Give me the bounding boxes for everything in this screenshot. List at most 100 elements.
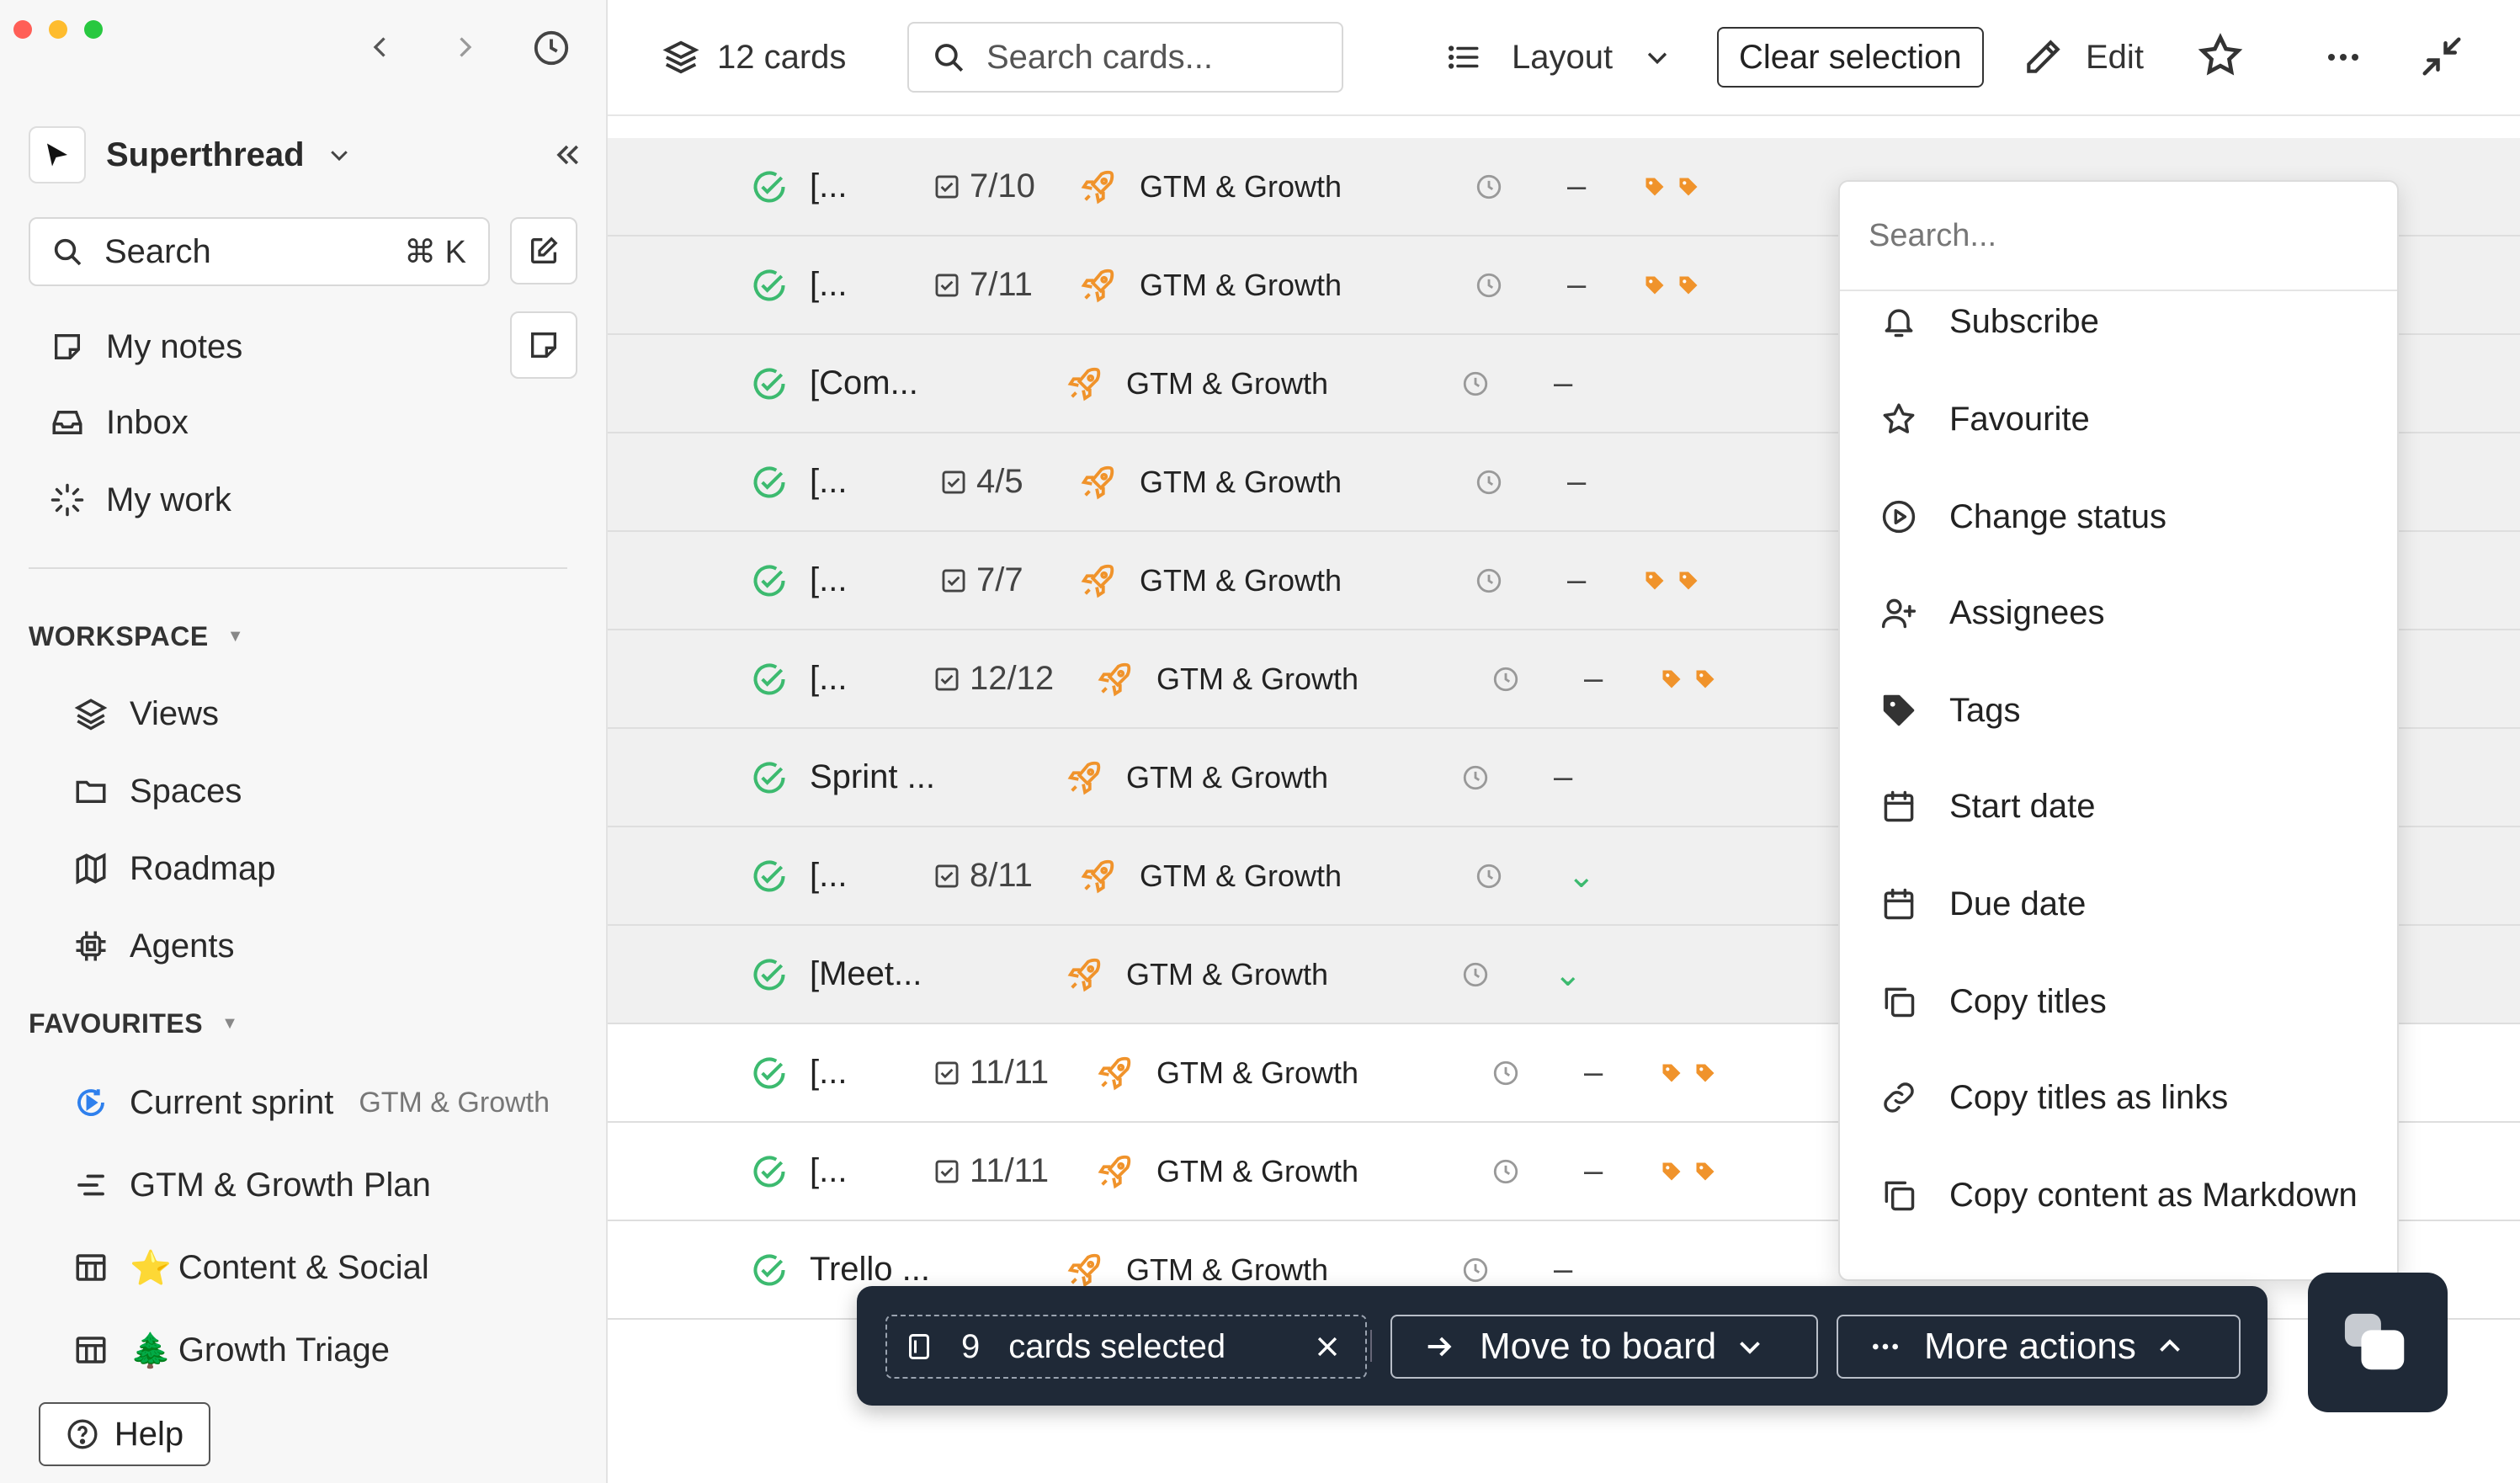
board-cell[interactable]: GTM & Growth <box>1079 138 1342 235</box>
board-cell[interactable]: GTM & Growth <box>1079 433 1342 530</box>
board-cell[interactable]: GTM & Growth <box>1066 926 1328 1023</box>
due-date-cell[interactable]: – <box>1584 660 1603 697</box>
favourite-gtm-growth-plan[interactable]: GTM & Growth Plan <box>71 1161 431 1209</box>
menu-search-input[interactable]: Search... <box>1840 182 2397 291</box>
due-date-cell[interactable]: ⌄ <box>1567 857 1596 895</box>
board-cell[interactable]: GTM & Growth <box>1066 729 1328 826</box>
favourite-content-social[interactable]: ⭐ Content & Social <box>71 1244 429 1291</box>
clock-icon[interactable] <box>1461 335 1490 432</box>
menu-item-start-date[interactable]: Start date <box>1879 783 2095 830</box>
sidebar-item-roadmap[interactable]: Roadmap <box>71 845 275 892</box>
status-done-icon[interactable] <box>751 1123 788 1220</box>
move-to-board-button[interactable]: Move to board <box>1390 1315 1818 1379</box>
clock-icon[interactable] <box>1475 237 1503 333</box>
status-done-icon[interactable] <box>751 926 788 1023</box>
clock-icon[interactable] <box>1461 1221 1490 1318</box>
status-done-icon[interactable] <box>751 729 788 826</box>
menu-item-change-status[interactable]: Change status <box>1879 493 2166 540</box>
board-cell[interactable]: GTM & Growth <box>1096 630 1358 727</box>
board-cell[interactable]: GTM & Growth <box>1079 827 1342 924</box>
more-actions-button[interactable]: More actions <box>1837 1315 2241 1379</box>
tags-cell[interactable] <box>1660 1024 1727 1121</box>
status-done-icon[interactable] <box>751 827 788 924</box>
card-title[interactable]: Sprint ... <box>810 758 935 795</box>
new-note-button[interactable] <box>510 217 577 284</box>
due-date-cell[interactable]: – <box>1554 1251 1573 1288</box>
sidebar-search[interactable]: Search ⌘ K <box>29 217 490 286</box>
due-date-cell[interactable]: – <box>1554 758 1573 795</box>
tags-cell[interactable] <box>1643 532 1710 629</box>
table-row[interactable]: [... 11/11 GTM & Growth – <box>608 1024 2520 1123</box>
collapse-view-icon[interactable] <box>2419 34 2464 79</box>
card-title[interactable]: [... <box>810 266 848 303</box>
sidebar-item-agents[interactable]: Agents <box>71 922 235 970</box>
tags-cell[interactable] <box>1643 237 1710 333</box>
clock-icon[interactable] <box>1475 827 1503 924</box>
tags-cell[interactable] <box>1660 630 1727 727</box>
card-title[interactable]: [... <box>810 167 848 205</box>
clock-icon[interactable] <box>1491 1024 1520 1121</box>
chat-support-button[interactable] <box>2308 1273 2448 1412</box>
menu-item-copy-content-as-markdown[interactable]: Copy content as Markdown <box>1879 1172 2358 1219</box>
card-title[interactable]: [Com... <box>810 364 918 401</box>
menu-item-assignees[interactable]: Assignees <box>1879 589 2105 636</box>
workspace-switcher[interactable]: Superthread <box>29 126 352 183</box>
card-title[interactable]: [... <box>810 1152 848 1189</box>
board-cell[interactable]: GTM & Growth <box>1096 1024 1358 1121</box>
card-title[interactable]: [... <box>810 857 848 894</box>
menu-item-copy-titles[interactable]: Copy titles <box>1879 978 2107 1025</box>
due-date-cell[interactable]: – <box>1567 167 1587 205</box>
tags-cell[interactable] <box>1643 138 1710 235</box>
card-title[interactable]: Trello ... <box>810 1251 930 1288</box>
due-date-cell[interactable]: – <box>1584 1152 1603 1189</box>
board-cell[interactable]: GTM & Growth <box>1079 532 1342 629</box>
favourite-current-sprint[interactable]: Current sprint GTM & Growth <box>71 1079 550 1126</box>
clock-icon[interactable] <box>1491 1123 1520 1220</box>
collapse-sidebar-icon[interactable] <box>550 138 584 172</box>
status-done-icon[interactable] <box>751 433 788 530</box>
due-date-cell[interactable]: ⌄ <box>1554 955 1582 993</box>
status-done-icon[interactable] <box>751 1024 788 1121</box>
status-done-icon[interactable] <box>751 138 788 235</box>
tags-cell[interactable] <box>1660 1123 1727 1220</box>
search-cards-input[interactable]: Search cards... <box>907 22 1343 93</box>
clock-icon[interactable] <box>1461 926 1490 1023</box>
menu-item-tags[interactable]: Tags <box>1879 687 2021 734</box>
favourite-growth-triage[interactable]: 🌲 Growth Triage <box>71 1326 390 1374</box>
status-done-icon[interactable] <box>751 630 788 727</box>
clock-icon[interactable] <box>1475 138 1503 235</box>
favourite-star-icon[interactable] <box>2197 32 2244 79</box>
clock-icon[interactable] <box>1461 729 1490 826</box>
clear-selection-button[interactable]: Clear selection <box>1717 27 1984 88</box>
sidebar-item-inbox[interactable]: Inbox <box>47 399 189 446</box>
status-done-icon[interactable] <box>751 1221 788 1318</box>
table-row[interactable]: [... 11/11 GTM & Growth – <box>608 1123 2520 1221</box>
due-date-cell[interactable]: – <box>1567 266 1587 303</box>
clock-icon[interactable] <box>1475 433 1503 530</box>
card-title[interactable]: [Meet... <box>810 955 922 992</box>
deselect-close-icon[interactable] <box>1313 1332 1342 1361</box>
status-done-icon[interactable] <box>751 335 788 432</box>
favourites-section-header[interactable]: FAVOURITES ▼ <box>29 1005 238 1042</box>
status-done-icon[interactable] <box>751 237 788 333</box>
quick-note-button[interactable] <box>510 311 577 379</box>
history-icon[interactable] <box>532 29 571 67</box>
status-done-icon[interactable] <box>751 532 788 629</box>
due-date-cell[interactable]: – <box>1584 1054 1603 1091</box>
card-title[interactable]: [... <box>810 1054 848 1091</box>
board-cell[interactable]: GTM & Growth <box>1066 335 1328 432</box>
card-title[interactable]: [... <box>810 660 848 697</box>
more-options-icon[interactable] <box>2321 37 2365 77</box>
window-minimize-button[interactable] <box>49 20 67 39</box>
card-title[interactable]: [... <box>810 561 848 598</box>
menu-item-copy-titles-as-links[interactable]: Copy titles as links <box>1879 1074 2228 1121</box>
forward-arrow-icon[interactable] <box>449 32 480 62</box>
sidebar-item-my-work[interactable]: My work <box>47 476 231 524</box>
card-title[interactable]: [... <box>810 463 848 500</box>
board-cell[interactable]: GTM & Growth <box>1096 1123 1358 1220</box>
clock-icon[interactable] <box>1475 532 1503 629</box>
clock-icon[interactable] <box>1491 630 1520 727</box>
sidebar-item-my-notes[interactable]: My notes <box>47 323 242 370</box>
window-close-button[interactable] <box>13 20 32 39</box>
window-zoom-button[interactable] <box>84 20 103 39</box>
